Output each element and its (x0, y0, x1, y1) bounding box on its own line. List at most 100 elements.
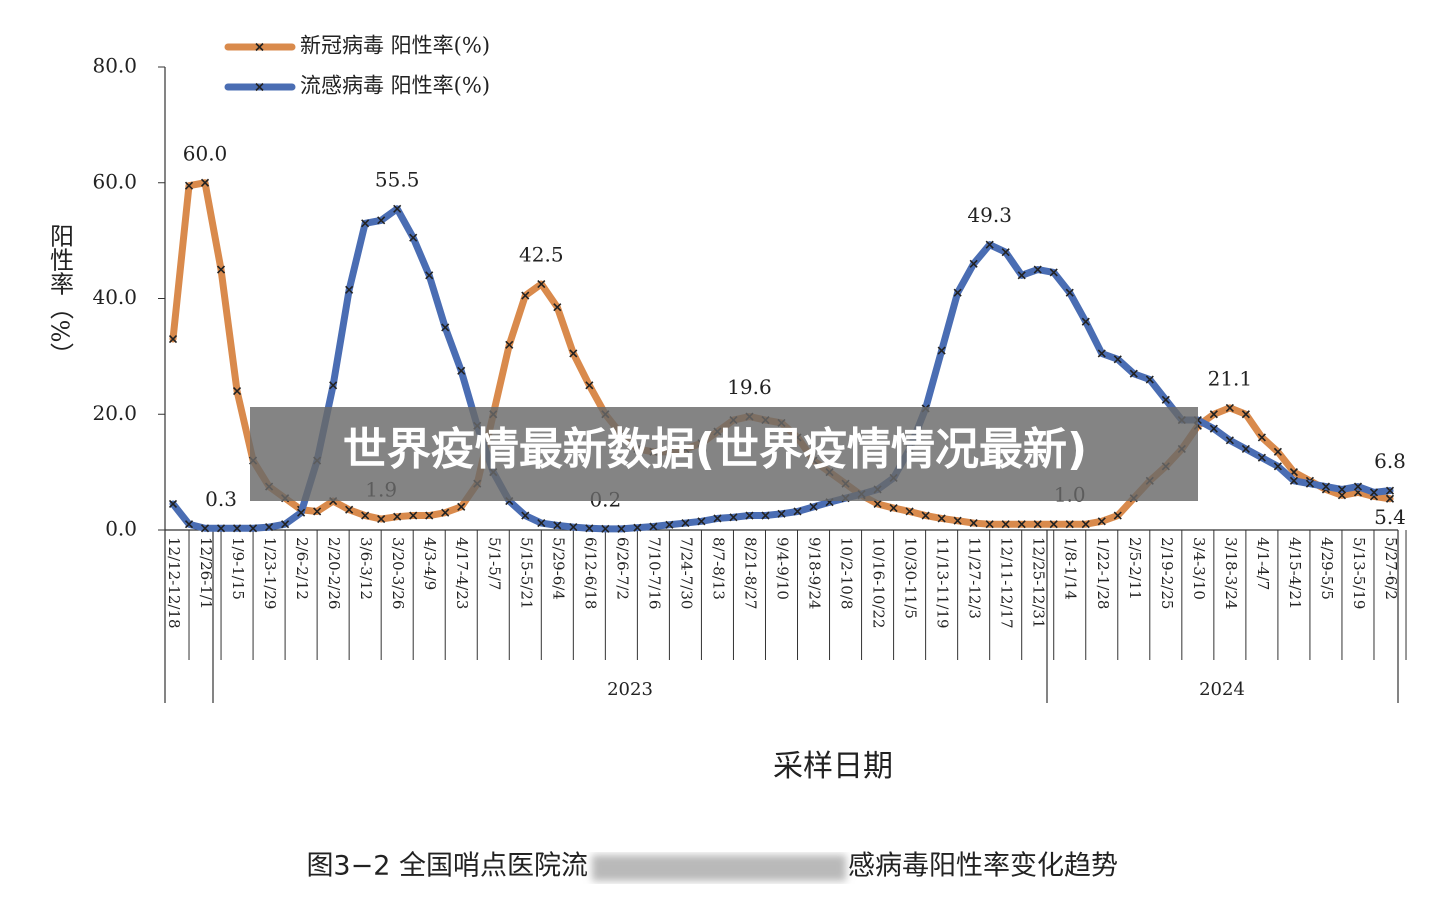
x-tick-label: 1/23-1/29 (261, 537, 279, 609)
legend-marker (255, 82, 264, 92)
point-marker (505, 340, 514, 349)
x-tick-label: 7/10-7/16 (645, 537, 663, 609)
point-marker (617, 524, 626, 533)
x-axis-frame (164, 530, 1399, 703)
banner: 世界疫情最新数据(世界疫情情况最新) (343, 424, 1087, 475)
x-tick-label: 5/29-6/4 (549, 537, 567, 600)
point-marker (425, 511, 434, 520)
point-marker (1065, 520, 1074, 529)
point-marker (1049, 268, 1058, 277)
point-marker (216, 265, 226, 274)
point-marker (521, 511, 530, 520)
x-tick-label: 5/27-6/2 (1382, 537, 1400, 600)
value-label: 42.5 (519, 243, 564, 267)
x-tick-label: 11/13-11/19 (934, 537, 952, 629)
x-tick-label: 2/20-2/26 (325, 537, 343, 609)
point-marker (1209, 410, 1218, 419)
x-tick-label: 3/4-3/10 (1190, 537, 1208, 600)
point-marker (1113, 355, 1122, 364)
value-label: 0.3 (205, 487, 237, 511)
legend-label: 流感病毒 阳性率(%) (300, 74, 490, 98)
point-marker (345, 285, 354, 294)
point-marker (1337, 485, 1347, 494)
year-label: 2023 (607, 679, 653, 700)
point-marker (905, 507, 914, 516)
value-label: 6.8 (1374, 449, 1406, 473)
x-tick-label: 3/20-3/26 (389, 537, 407, 609)
point-marker (168, 499, 178, 509)
point-marker (249, 524, 258, 533)
point-marker (457, 502, 466, 511)
x-tick-label: 4/15-4/21 (1286, 537, 1304, 609)
x-tick-label: 12/25-12/31 (1030, 537, 1048, 629)
point-marker (569, 523, 578, 532)
x-tick-label: 8/7-8/13 (709, 537, 727, 600)
point-marker (969, 518, 978, 528)
point-marker (1273, 447, 1282, 456)
point-marker (184, 520, 194, 529)
y-tick-label: 40.0 (92, 285, 137, 309)
point-marker (393, 512, 402, 521)
x-tick-label: 5/1-5/7 (485, 537, 503, 590)
point-marker (985, 240, 994, 249)
point-marker (569, 349, 578, 358)
point-marker (1209, 424, 1218, 433)
x-tick-label: 7/24-7/30 (677, 537, 695, 609)
value-label: 55.5 (375, 167, 420, 191)
point-marker (441, 508, 450, 517)
point-marker (1241, 444, 1250, 454)
value-label: 5.4 (1374, 505, 1406, 529)
point-marker (1097, 349, 1106, 358)
point-marker (441, 323, 450, 332)
x-tick-label: 5/13-5/19 (1350, 537, 1368, 609)
point-marker (1017, 520, 1026, 529)
x-tick-label: 4/29-5/5 (1318, 537, 1336, 600)
point-marker (777, 509, 786, 518)
point-marker (1257, 433, 1266, 442)
point-marker (1241, 410, 1250, 419)
point-marker (1385, 494, 1395, 503)
point-marker (457, 366, 466, 375)
value-label: 19.6 (727, 375, 772, 399)
point-marker (937, 346, 946, 355)
point-marker (329, 381, 338, 390)
point-marker (1273, 462, 1282, 471)
point-marker (425, 271, 434, 280)
point-marker (1001, 248, 1010, 257)
point-marker (521, 291, 530, 300)
point-marker (553, 303, 562, 312)
point-marker (601, 524, 610, 533)
x-axis-label: 采样日期 (773, 749, 893, 784)
point-marker (1049, 520, 1058, 529)
point-marker (729, 513, 738, 522)
caption: 感病毒阳性率变化趋势 (848, 851, 1118, 882)
value-label: 21.1 (1208, 366, 1253, 390)
x-tick-label: 6/26-7/2 (613, 537, 631, 600)
point-marker (1129, 369, 1138, 378)
point-marker (1257, 453, 1266, 462)
banner-bg (250, 407, 1198, 501)
x-tick-label: 12/11-12/17 (998, 537, 1016, 629)
point-marker (953, 288, 962, 297)
point-marker (697, 517, 706, 526)
point-marker (232, 524, 242, 533)
point-marker (537, 518, 546, 528)
value-label: 60.0 (183, 141, 228, 165)
legend-label: 新冠病毒 阳性率(%) (300, 34, 490, 58)
x-tick-label: 2/5-2/11 (1126, 537, 1144, 600)
point-marker (200, 178, 210, 187)
point-marker (665, 520, 674, 529)
x-tick-label: 2/19-2/25 (1158, 537, 1176, 609)
point-marker (553, 521, 562, 530)
point-marker (889, 503, 898, 513)
point-marker (761, 511, 770, 520)
point-marker (1385, 486, 1395, 495)
y-tick-label: 80.0 (92, 54, 137, 78)
point-marker (921, 511, 930, 520)
x-tick-label: 4/3-4/9 (421, 537, 439, 590)
x-tick-label: 12/12-12/18 (165, 537, 183, 629)
x-tick-label: 1/9-1/15 (229, 537, 247, 600)
x-tick-label: 3/18-3/24 (1222, 537, 1240, 609)
point-marker (953, 516, 962, 525)
